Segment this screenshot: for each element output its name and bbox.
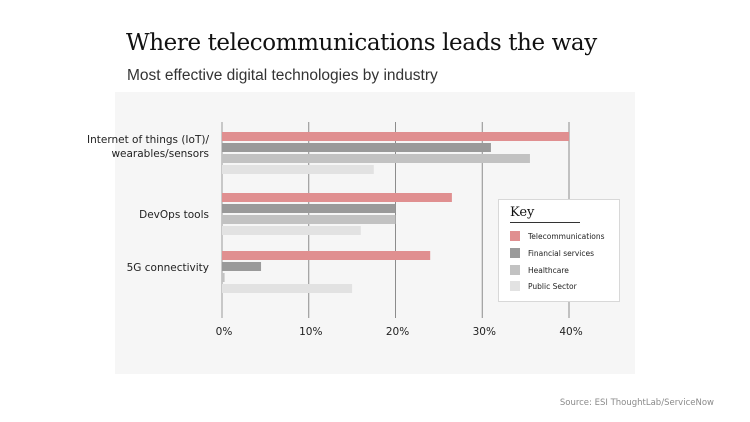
legend-label-financial-services: Financial services <box>528 248 594 258</box>
legend-item-healthcare: Healthcare <box>510 264 569 276</box>
legend-swatch-healthcare <box>510 265 520 275</box>
legend-label-healthcare: Healthcare <box>528 265 569 275</box>
chart-title: Where telecommunications leads the way <box>126 30 597 56</box>
category-label-iot: Internet of things (IoT)/ wearables/sens… <box>87 134 209 160</box>
source-note: Source: ESI ThoughtLab/ServiceNow <box>559 398 714 408</box>
x-tick-label-40: 40% <box>559 326 583 338</box>
x-tick-label-30: 30% <box>472 326 496 338</box>
legend-item-financial-services: Financial services <box>510 247 594 259</box>
bar-iot-healthcare <box>222 154 530 163</box>
bar-iot-financial-services <box>222 143 491 152</box>
bar-devops-public-sector <box>222 226 361 235</box>
legend-label-telecommunications: Telecommunications <box>528 231 605 241</box>
bar-5g-public-sector <box>222 284 353 293</box>
legend-swatch-telecommunications <box>510 231 520 241</box>
bar-devops-healthcare <box>222 215 396 224</box>
legend-label-public-sector: Public Sector <box>528 281 577 291</box>
bars <box>222 132 569 293</box>
bar-devops-telecommunications <box>222 193 452 202</box>
legend-item-telecommunications: Telecommunications <box>510 230 605 242</box>
legend-item-public-sector: Public Sector <box>510 280 577 292</box>
bar-iot-telecommunications <box>222 132 569 141</box>
legend-title-underline <box>510 222 580 223</box>
legend-swatch-public-sector <box>510 281 520 291</box>
chart-subtitle: Most effective digital technologies by i… <box>127 67 438 84</box>
legend-title: Key <box>510 205 535 220</box>
bar-iot-public-sector <box>222 165 374 174</box>
chart-legend: Key Telecommunications Financial service… <box>498 199 620 302</box>
x-tick-label-0: 0% <box>215 326 233 338</box>
x-tick-label-20: 20% <box>385 326 410 338</box>
bar-5g-telecommunications <box>222 251 431 260</box>
x-tick-label-10: 10% <box>299 326 323 338</box>
legend-swatch-financial-services <box>510 248 520 258</box>
bar-5g-financial-services <box>222 262 262 271</box>
category-label-5g: 5G connectivity <box>126 262 209 274</box>
bar-devops-financial-services <box>222 204 396 213</box>
category-label-devops: DevOps tools <box>139 209 209 221</box>
bar-5g-healthcare <box>222 273 225 282</box>
